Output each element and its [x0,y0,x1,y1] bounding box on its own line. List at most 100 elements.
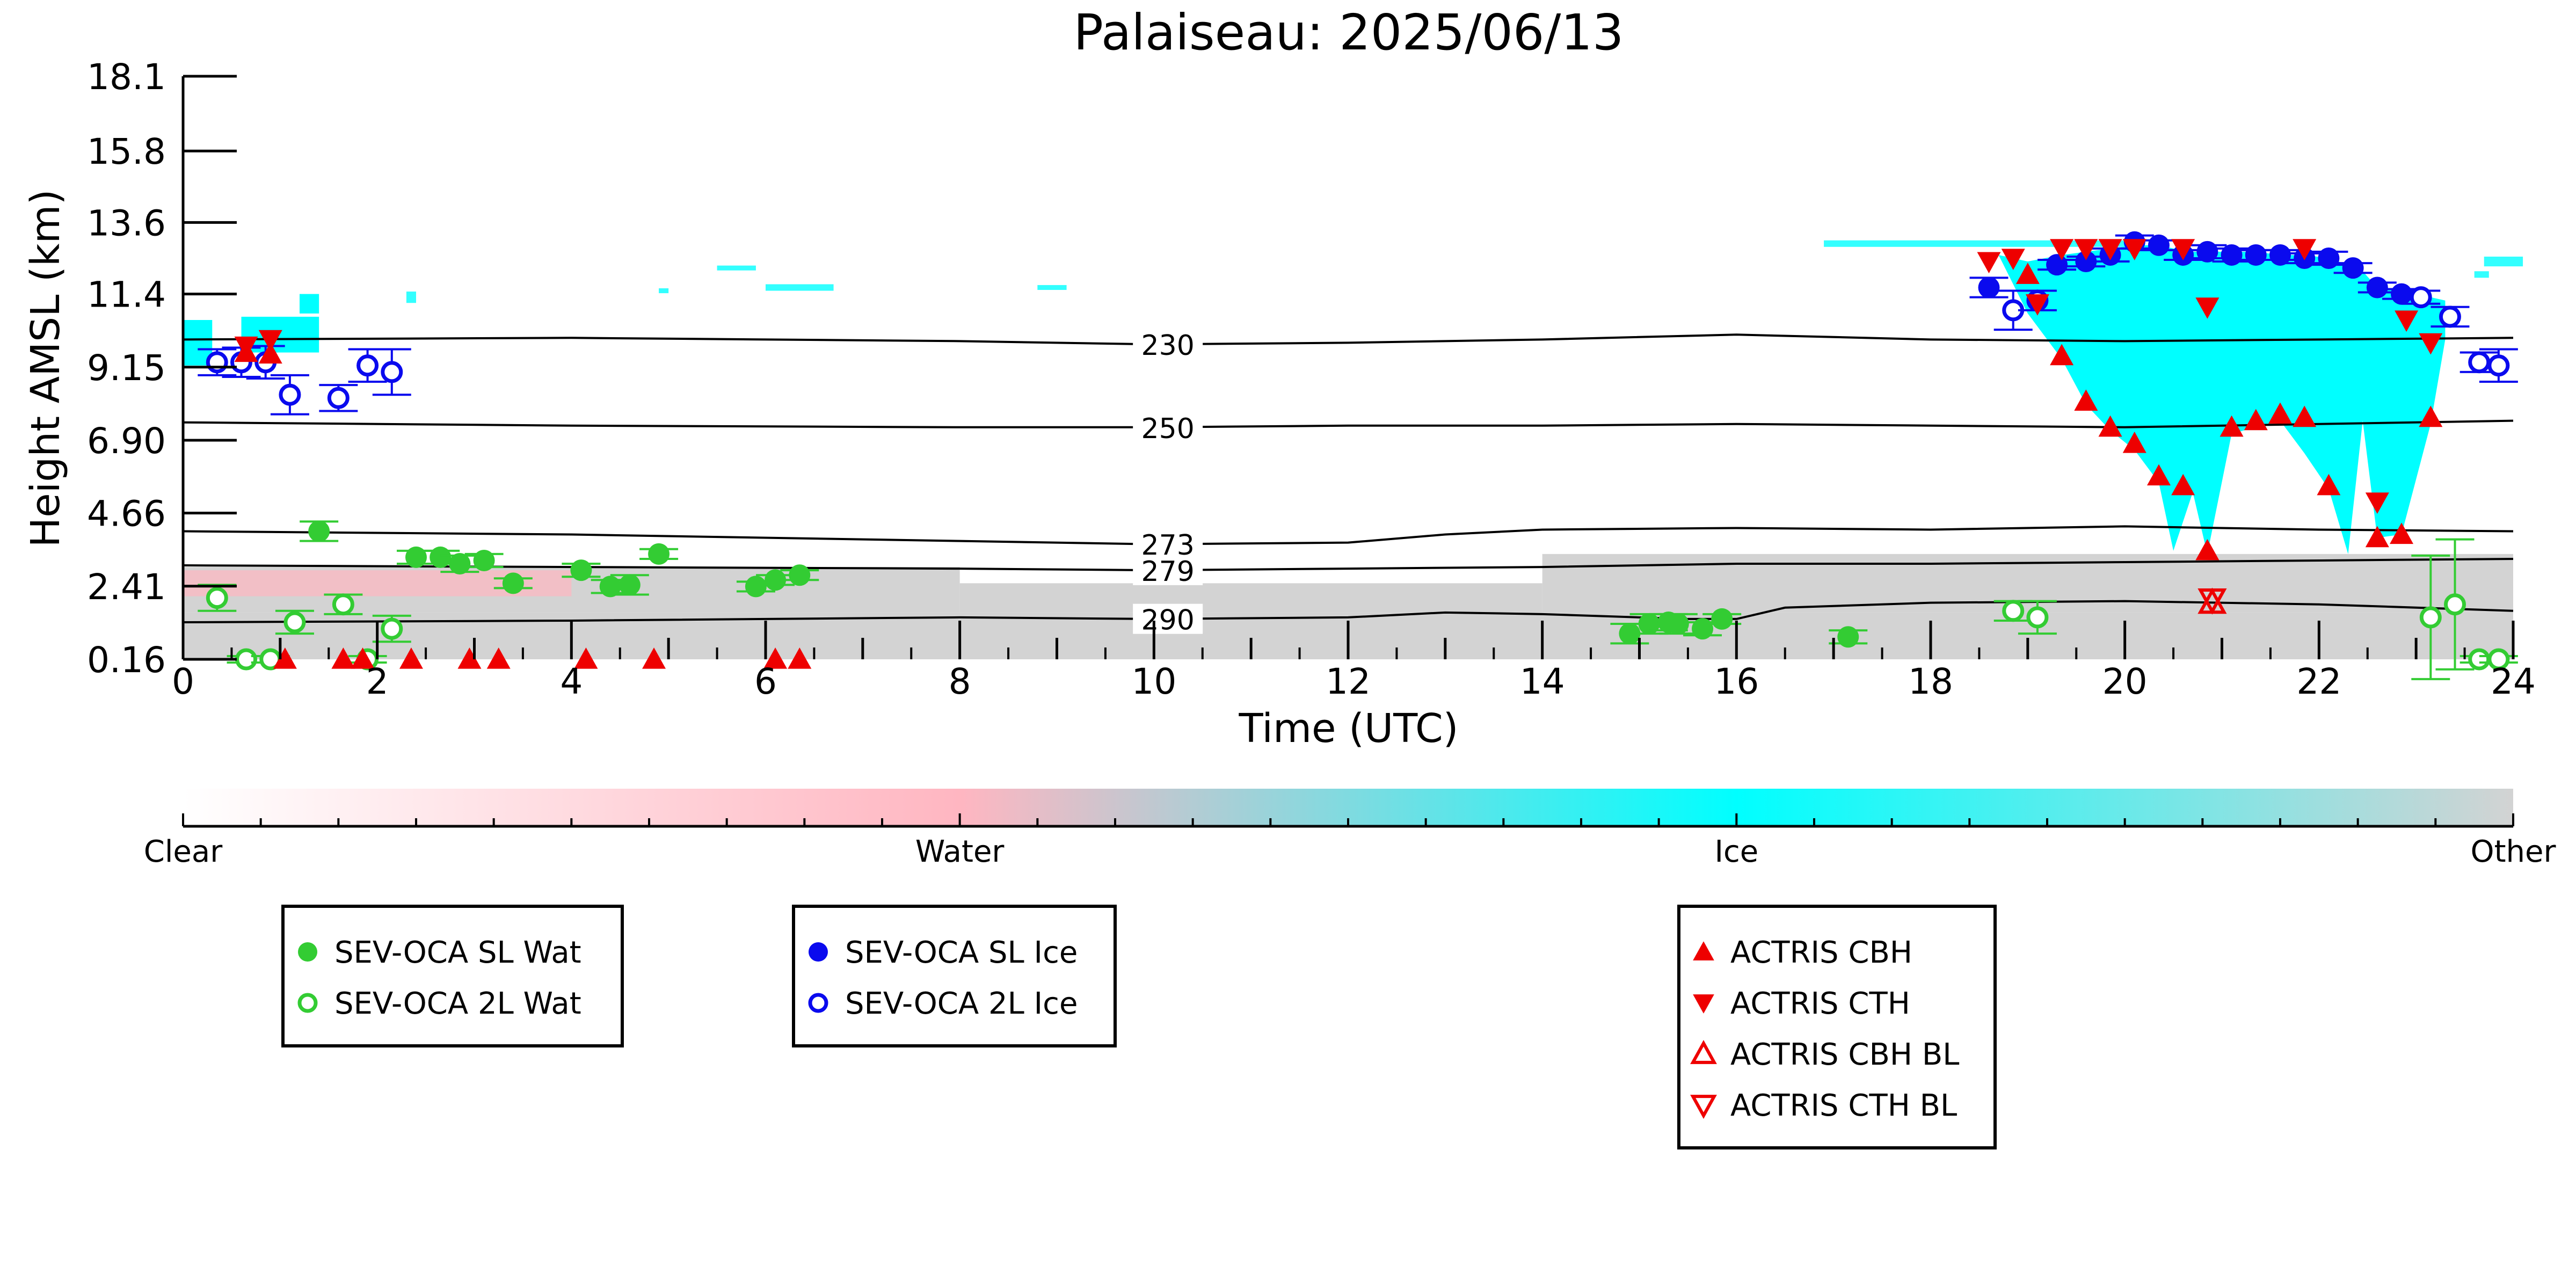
marker [206,351,228,374]
legend-item: ACTRIS CTH [1693,986,1910,1021]
ice-cloud-wisp [406,292,416,303]
marker [2419,333,2443,355]
x-tick-label: 18 [1908,661,1953,702]
x-tick-label: 6 [754,661,777,702]
legend-box-3: ACTRIS CBH ACTRIS CTH ACTRIS CBH BL ACTRIS … [1677,905,1997,1149]
marker [1667,613,1689,635]
cloud-mask [183,240,2523,659]
marker [2487,648,2510,671]
y-tick-label: 11.4 [87,274,166,316]
x-tick-label: 0 [172,661,194,702]
ice-cloud-wisp [717,265,756,271]
legend-item-label: ACTRIS CBH [1730,935,1912,970]
x-tick-label: 2 [366,661,389,702]
marker [2075,251,2097,273]
isotherm-273 [183,525,2514,545]
marker [1977,252,2001,274]
isotherm-label-bg [1133,555,1203,585]
legend-frame [1677,905,1997,1149]
legend-item: ACTRIS CTH BL [1690,1088,1957,1123]
x-tick-label: 20 [2102,661,2148,702]
legend-box-2: SEV-OCA SL Ice SEV-OCA 2L Ice [792,905,1117,1047]
marker [2439,305,2461,328]
legend-item-label: SEV-OCA SL Ice [845,935,1078,970]
marker [2074,239,2098,260]
x-tick-label: 16 [1714,661,1759,702]
isotherm-label-290: 290 [1141,605,1195,637]
marker [1690,1040,1717,1064]
legend-item: ACTRIS CBH BL [1690,1037,1959,1072]
marker [789,564,811,586]
marker [2293,405,2317,427]
x-axis-label: Time (UTC) [1238,705,1458,752]
isotherm-label-bg [1133,603,1203,634]
marker [258,342,282,364]
marker [2419,405,2443,427]
marker [2015,263,2040,284]
marker [351,647,375,669]
marker [2391,283,2413,305]
marker [2050,344,2074,366]
marker [2171,474,2195,496]
marker [430,546,452,568]
marker [648,543,670,565]
marker [2468,351,2491,374]
marker [2146,464,2171,486]
marker [765,569,787,591]
marker [2122,432,2146,453]
marker [2050,239,2074,260]
chart-title: Palaiseau: 2025/06/13 [1074,4,1624,61]
legend-item-label: SEV-OCA SL Wat [334,935,581,970]
marker [2122,239,2146,260]
series-sev-oca-sl-ice [1969,231,2421,305]
marker [809,942,828,962]
x-tick-label: 24 [2491,661,2536,702]
marker [332,593,354,616]
ice-cloud-wisp [2484,256,2523,267]
series-sev-oca-sl-wat [300,520,1868,648]
marker [2046,254,2068,276]
legend-item-label: SEV-OCA 2L Ice [845,986,1078,1021]
legend-item: SEV-OCA 2L Ice [808,986,1078,1021]
ice-cloud-wisp [766,284,834,291]
legend-frame [281,905,624,1047]
marker [1978,276,2000,299]
isotherm-230 [183,333,2514,346]
marker [2293,239,2317,260]
marker [2148,234,2170,256]
y-tick-label: 4.66 [87,493,166,535]
marker [486,647,511,669]
legends: SEV-OCA SL Wat SEV-OCA 2L Wat SEV-OCA SL I… [281,905,1997,1149]
marker [381,617,403,640]
marker [574,647,598,669]
series-actris-cth [234,239,2443,514]
marker [2195,539,2220,561]
marker [2001,249,2025,270]
marker [308,520,330,542]
marker [298,942,317,962]
marker [570,559,592,581]
marker [745,576,767,598]
marker [2487,354,2510,377]
y-tick-label: 15.8 [87,131,166,172]
marker [405,546,427,568]
marker [356,354,379,377]
x-tick-label: 14 [1520,661,1565,702]
marker [2410,286,2432,309]
marker [1837,626,1859,648]
marker [808,993,828,1013]
legend-item: SEV-OCA SL Ice [809,935,1078,970]
marker [449,553,471,575]
marker [327,387,350,409]
marker [399,647,423,669]
marker [381,361,403,383]
colorbar-label-clear: Clear [144,834,223,869]
isotherm-250 [183,419,2514,428]
isotherm-label-250: 250 [1141,413,1195,445]
cloud-region-ice [300,294,319,314]
marker [502,572,524,594]
ice-cloud-wisp [2474,271,2489,278]
